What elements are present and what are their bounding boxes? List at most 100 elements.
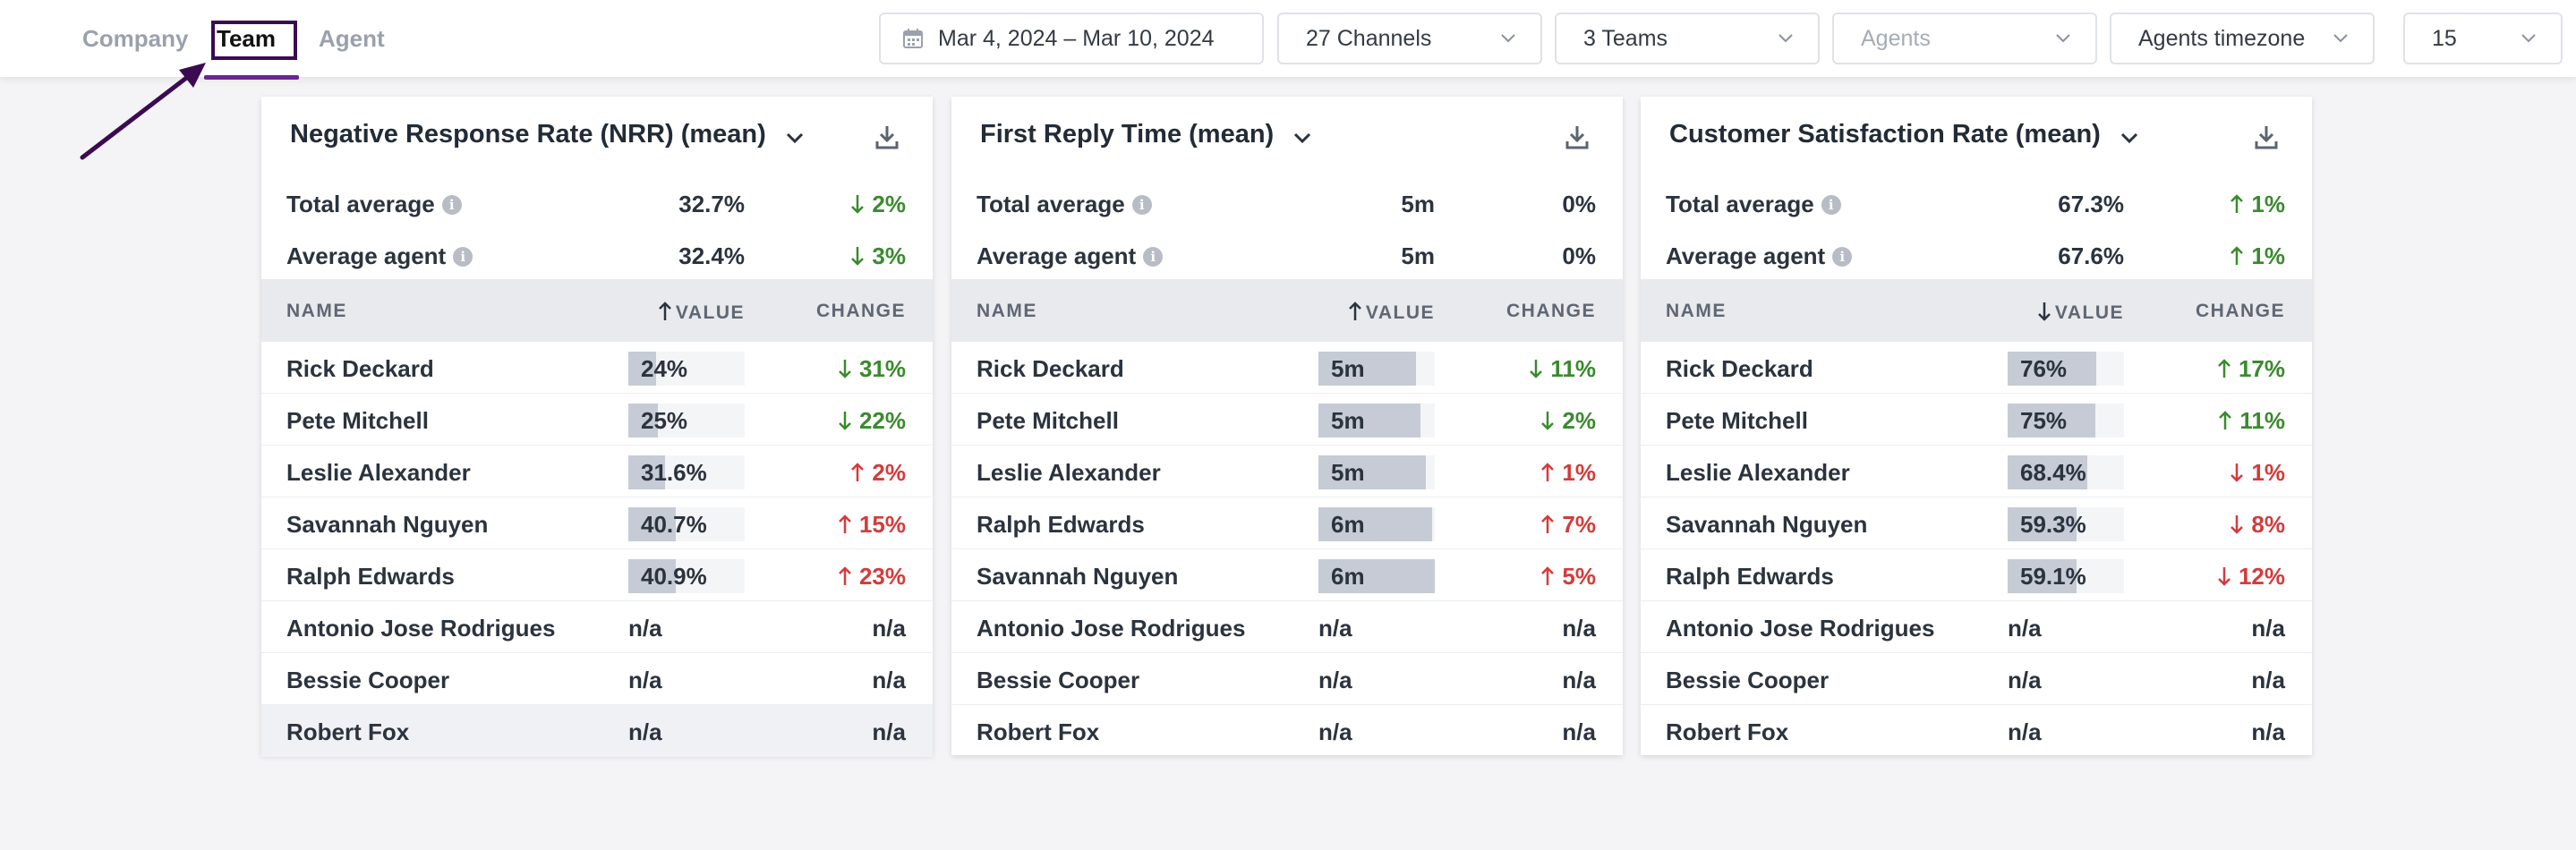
value-bar-fill bbox=[1318, 352, 1416, 386]
arrow-up-icon bbox=[839, 514, 851, 533]
agents-select[interactable]: Agents bbox=[1832, 13, 2097, 64]
download-icon[interactable] bbox=[2253, 123, 2280, 150]
change-value: 7% bbox=[1562, 511, 1596, 538]
change-value: n/a bbox=[872, 667, 906, 693]
average-agent-row: Average agent i 5m 0% bbox=[951, 229, 1623, 281]
chevron-down-icon[interactable] bbox=[784, 127, 806, 149]
agent-value: n/a bbox=[2008, 615, 2042, 642]
download-icon[interactable] bbox=[874, 123, 900, 150]
change-value: 8% bbox=[2251, 511, 2285, 538]
info-icon[interactable]: i bbox=[1143, 247, 1164, 267]
agent-change: 1% bbox=[1540, 459, 1596, 487]
agent-name: Leslie Alexander bbox=[286, 459, 471, 486]
agent-change: n/a bbox=[872, 615, 906, 642]
column-header-name[interactable]: NAME bbox=[1666, 301, 1727, 321]
channels-select[interactable]: 27 Channels bbox=[1277, 13, 1542, 64]
total-average-row: Total average i 5m 0% bbox=[951, 177, 1623, 229]
agent-change: 7% bbox=[1540, 511, 1596, 539]
agent-value: 40.7% bbox=[641, 511, 707, 538]
arrow-up-icon bbox=[851, 463, 865, 481]
teams-select[interactable]: 3 Teams bbox=[1555, 13, 1820, 64]
column-header-change[interactable]: CHANGE bbox=[815, 301, 906, 321]
agent-name: Leslie Alexander bbox=[977, 459, 1161, 486]
agent-name: Antonio Jose Rodrigues bbox=[1666, 615, 1935, 642]
arrow-down-icon bbox=[2231, 463, 2244, 482]
agent-name: Bessie Cooper bbox=[977, 667, 1140, 693]
download-icon[interactable] bbox=[1564, 123, 1591, 150]
agent-change: 8% bbox=[2230, 511, 2285, 539]
average-agent-label: Average agent i bbox=[977, 242, 1164, 270]
table-row: Bessie Cooper n/a n/a bbox=[951, 653, 1623, 705]
table-row: Ralph Edwards 6m 7% bbox=[951, 497, 1623, 549]
agent-change: 5% bbox=[1540, 563, 1596, 591]
chevron-down-icon bbox=[2056, 34, 2070, 43]
table-row: Pete Mitchell 5m 2% bbox=[951, 394, 1623, 446]
agent-name: Robert Fox bbox=[286, 718, 410, 745]
value-bar: 5m bbox=[1318, 404, 1435, 438]
average-agent-change: 3% bbox=[850, 242, 906, 270]
info-icon[interactable]: i bbox=[1131, 195, 1152, 215]
page-size-value: 15 bbox=[2432, 26, 2457, 51]
column-header-change[interactable]: CHANGE bbox=[1506, 301, 1596, 321]
agent-name: Bessie Cooper bbox=[286, 667, 450, 693]
chevron-down-icon[interactable] bbox=[2119, 127, 2140, 149]
column-header-name[interactable]: NAME bbox=[286, 301, 347, 321]
info-icon[interactable]: i bbox=[453, 247, 473, 267]
average-agent-value: 5m bbox=[1401, 242, 1435, 269]
value-bar: 76% bbox=[2008, 352, 2124, 386]
agent-change: 1% bbox=[2230, 459, 2285, 487]
column-header-value[interactable]: VALUE bbox=[658, 301, 745, 324]
change-value: n/a bbox=[1562, 615, 1596, 642]
table-row: Rick Deckard 76% 17% bbox=[1641, 342, 2312, 394]
value-bar: 31.6% bbox=[628, 455, 745, 489]
page-size-select[interactable]: 15 bbox=[2403, 13, 2563, 64]
chevron-down-icon[interactable] bbox=[1292, 127, 1313, 149]
timezone-select[interactable]: Agents timezone bbox=[2110, 13, 2375, 64]
info-icon[interactable]: i bbox=[441, 195, 462, 215]
table-header: NAME VALUE CHANGE bbox=[261, 279, 933, 342]
table-row: Savannah Nguyen 59.3% 8% bbox=[1641, 497, 2312, 549]
agent-change: 2% bbox=[850, 459, 906, 487]
agent-name: Savannah Nguyen bbox=[1666, 511, 1868, 538]
total-average-value: 32.7% bbox=[678, 191, 745, 217]
agent-change: n/a bbox=[1562, 615, 1596, 642]
agent-value: n/a bbox=[1318, 718, 1352, 745]
agent-name: Pete Mitchell bbox=[286, 407, 429, 434]
arrow-down-icon bbox=[839, 360, 851, 378]
agent-name: Robert Fox bbox=[1666, 718, 1789, 745]
value-bar-fill bbox=[628, 507, 676, 541]
column-header-value[interactable]: VALUE bbox=[1348, 301, 1435, 324]
tab-agent[interactable]: Agent bbox=[319, 25, 385, 52]
date-range-picker[interactable]: Mar 4, 2024 – Mar 10, 2024 bbox=[879, 13, 1264, 64]
change-value: n/a bbox=[2251, 667, 2285, 693]
agent-name: Rick Deckard bbox=[977, 355, 1124, 382]
table-row: Leslie Alexander 68.4% 1% bbox=[1641, 446, 2312, 497]
card-title: First Reply Time (mean) bbox=[980, 120, 1275, 149]
column-header-change[interactable]: CHANGE bbox=[2195, 301, 2285, 321]
arrow-down-icon bbox=[2231, 515, 2244, 534]
value-bar: 5m bbox=[1318, 352, 1435, 386]
agent-value: 59.3% bbox=[2020, 511, 2086, 538]
tab-team[interactable]: Team bbox=[217, 25, 276, 52]
tab-company[interactable]: Company bbox=[82, 25, 189, 52]
value-bar-fill bbox=[1318, 507, 1432, 541]
value-bar-fill bbox=[1318, 404, 1420, 438]
arrow-up-icon bbox=[2218, 359, 2231, 378]
value-bar-fill bbox=[628, 455, 665, 489]
metric-card-3: Customer Satisfaction Rate (mean) Total … bbox=[1641, 97, 2312, 755]
arrow-down-icon bbox=[851, 247, 865, 266]
agent-value: 75% bbox=[2020, 407, 2068, 434]
info-icon[interactable]: i bbox=[1832, 247, 1853, 267]
column-header-value[interactable]: VALUE bbox=[2037, 301, 2124, 324]
change-value: 5% bbox=[1562, 563, 1596, 590]
table-row: Antonio Jose Rodrigues n/a n/a bbox=[951, 601, 1623, 653]
total-average-row: Total average i 32.7% 2% bbox=[261, 177, 933, 229]
info-icon[interactable]: i bbox=[1821, 195, 1841, 215]
table-row: Bessie Cooper n/a n/a bbox=[261, 653, 933, 705]
column-header-name[interactable]: NAME bbox=[977, 301, 1037, 321]
agent-name: Ralph Edwards bbox=[1666, 563, 1834, 590]
value-bar: 75% bbox=[2008, 404, 2124, 438]
average-agent-value: 67.6% bbox=[2058, 242, 2124, 269]
agent-value: n/a bbox=[628, 667, 662, 693]
timezone-value: Agents timezone bbox=[2138, 26, 2306, 51]
